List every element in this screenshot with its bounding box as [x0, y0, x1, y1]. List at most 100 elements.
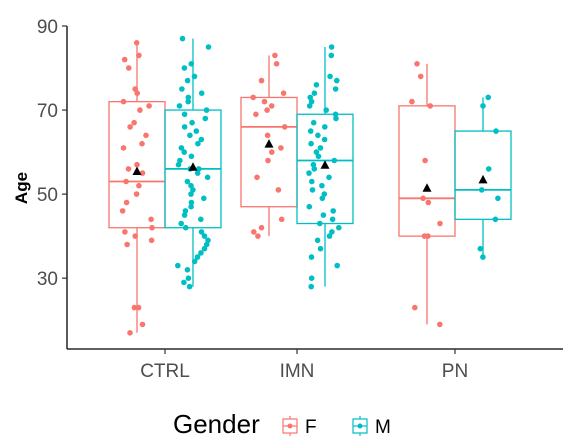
- data-point-ctrl-f: [139, 170, 146, 176]
- data-point-ctrl-m: [189, 119, 195, 126]
- data-point-ctrl-f: [122, 229, 128, 235]
- data-point-ctrl-m: [188, 153, 195, 160]
- data-point-imn-m: [332, 111, 339, 118]
- data-point-ctrl-m: [185, 275, 192, 282]
- data-point-pn-m: [485, 94, 492, 101]
- data-point-imn-m: [308, 98, 315, 105]
- data-point-ctrl-m: [194, 254, 201, 260]
- data-point-imn-m: [313, 82, 320, 88]
- data-point-ctrl-m: [188, 182, 194, 189]
- data-point-ctrl-m: [175, 161, 182, 168]
- data-point-ctrl-m: [181, 279, 187, 286]
- data-point-ctrl-f: [123, 199, 130, 206]
- data-point-pn-f: [437, 321, 443, 328]
- data-point-ctrl-f: [146, 103, 152, 109]
- data-point-ctrl-m: [201, 195, 207, 202]
- data-point-ctrl-m: [188, 61, 195, 67]
- mean-marker-imn-m: [320, 160, 330, 169]
- data-point-ctrl-m: [178, 220, 184, 227]
- data-point-ctrl-m: [188, 191, 194, 197]
- y-tick-label: 30: [37, 269, 58, 290]
- data-point-imn-f: [264, 107, 270, 113]
- legend-label-m: M: [375, 417, 391, 437]
- data-point-imn-m: [306, 103, 313, 109]
- data-point-imn-f: [261, 98, 268, 105]
- legend-key-point: [357, 423, 363, 429]
- x-tick-label: IMN: [280, 361, 315, 382]
- data-point-imn-m: [315, 132, 321, 139]
- data-point-ctrl-m: [181, 149, 187, 155]
- data-point-imn-m: [306, 203, 313, 210]
- data-point-ctrl-m: [195, 140, 201, 147]
- data-point-imn-f: [265, 157, 271, 164]
- data-point-imn-f: [258, 224, 265, 231]
- data-point-imn-f: [280, 90, 287, 96]
- data-point-imn-m: [311, 166, 318, 172]
- data-point-ctrl-f: [139, 140, 145, 147]
- data-point-ctrl-m: [190, 187, 196, 193]
- data-point-ctrl-m: [185, 98, 191, 105]
- data-point-ctrl-m: [198, 250, 204, 256]
- data-point-ctrl-f: [126, 65, 132, 71]
- data-point-ctrl-m: [194, 170, 201, 176]
- data-point-pn-f: [437, 220, 443, 227]
- data-point-ctrl-f: [125, 166, 132, 172]
- data-point-pn-m: [495, 195, 501, 202]
- box-imn-m: [296, 113, 354, 225]
- data-point-imn-m: [326, 174, 332, 181]
- data-point-ctrl-f: [143, 132, 149, 139]
- legend-label-f: F: [305, 417, 317, 437]
- data-point-imn-f: [272, 52, 278, 59]
- data-point-ctrl-f: [127, 124, 133, 130]
- data-point-imn-m: [330, 208, 337, 214]
- data-point-pn-m: [477, 245, 484, 252]
- mean-marker-pn-f: [422, 183, 432, 192]
- data-point-ctrl-m: [184, 77, 191, 84]
- data-point-imn-f: [269, 149, 275, 155]
- data-point-ctrl-m: [186, 283, 193, 290]
- data-point-imn-m: [317, 145, 324, 151]
- data-point-ctrl-f: [134, 90, 140, 96]
- data-point-ctrl-m: [204, 174, 211, 181]
- data-point-ctrl-m: [198, 136, 205, 143]
- data-point-pn-f: [409, 98, 415, 105]
- data-point-ctrl-m: [182, 208, 189, 214]
- data-point-ctrl-f: [127, 330, 133, 336]
- x-tick-label: CTRL: [140, 361, 190, 382]
- data-point-imn-m: [329, 229, 335, 235]
- data-point-ctrl-m: [205, 237, 211, 244]
- data-point-ctrl-m: [193, 128, 200, 134]
- data-point-ctrl-m: [176, 103, 183, 109]
- data-point-imn-m: [321, 191, 328, 197]
- data-point-ctrl-f: [133, 191, 140, 197]
- data-point-imn-f: [278, 145, 284, 151]
- data-point-ctrl-m: [187, 132, 193, 139]
- data-point-imn-m: [309, 187, 316, 193]
- data-point-ctrl-f: [139, 321, 146, 328]
- data-point-imn-m: [307, 94, 314, 101]
- points-layer: [119, 35, 501, 336]
- data-point-imn-m: [314, 237, 321, 244]
- data-point-pn-f: [412, 304, 418, 311]
- data-point-ctrl-f: [134, 161, 140, 168]
- data-point-imn-m: [309, 178, 315, 185]
- data-point-imn-m: [328, 44, 335, 50]
- data-point-ctrl-m: [184, 178, 191, 185]
- data-point-imn-f: [264, 132, 271, 139]
- data-point-ctrl-f: [123, 178, 129, 185]
- data-point-pn-m: [493, 128, 499, 134]
- data-point-ctrl-m: [188, 199, 195, 206]
- data-point-ctrl-m: [181, 111, 188, 118]
- data-point-imn-m: [319, 182, 325, 189]
- data-point-pn-f: [420, 195, 426, 202]
- means-layer: [132, 139, 488, 192]
- data-point-ctrl-m: [202, 115, 209, 122]
- data-point-imn-m: [317, 245, 324, 252]
- mean-marker-imn-f: [264, 139, 274, 148]
- data-point-ctrl-f: [120, 98, 127, 105]
- data-point-imn-m: [310, 119, 317, 126]
- data-point-ctrl-f: [148, 216, 154, 223]
- data-point-ctrl-f: [119, 208, 126, 214]
